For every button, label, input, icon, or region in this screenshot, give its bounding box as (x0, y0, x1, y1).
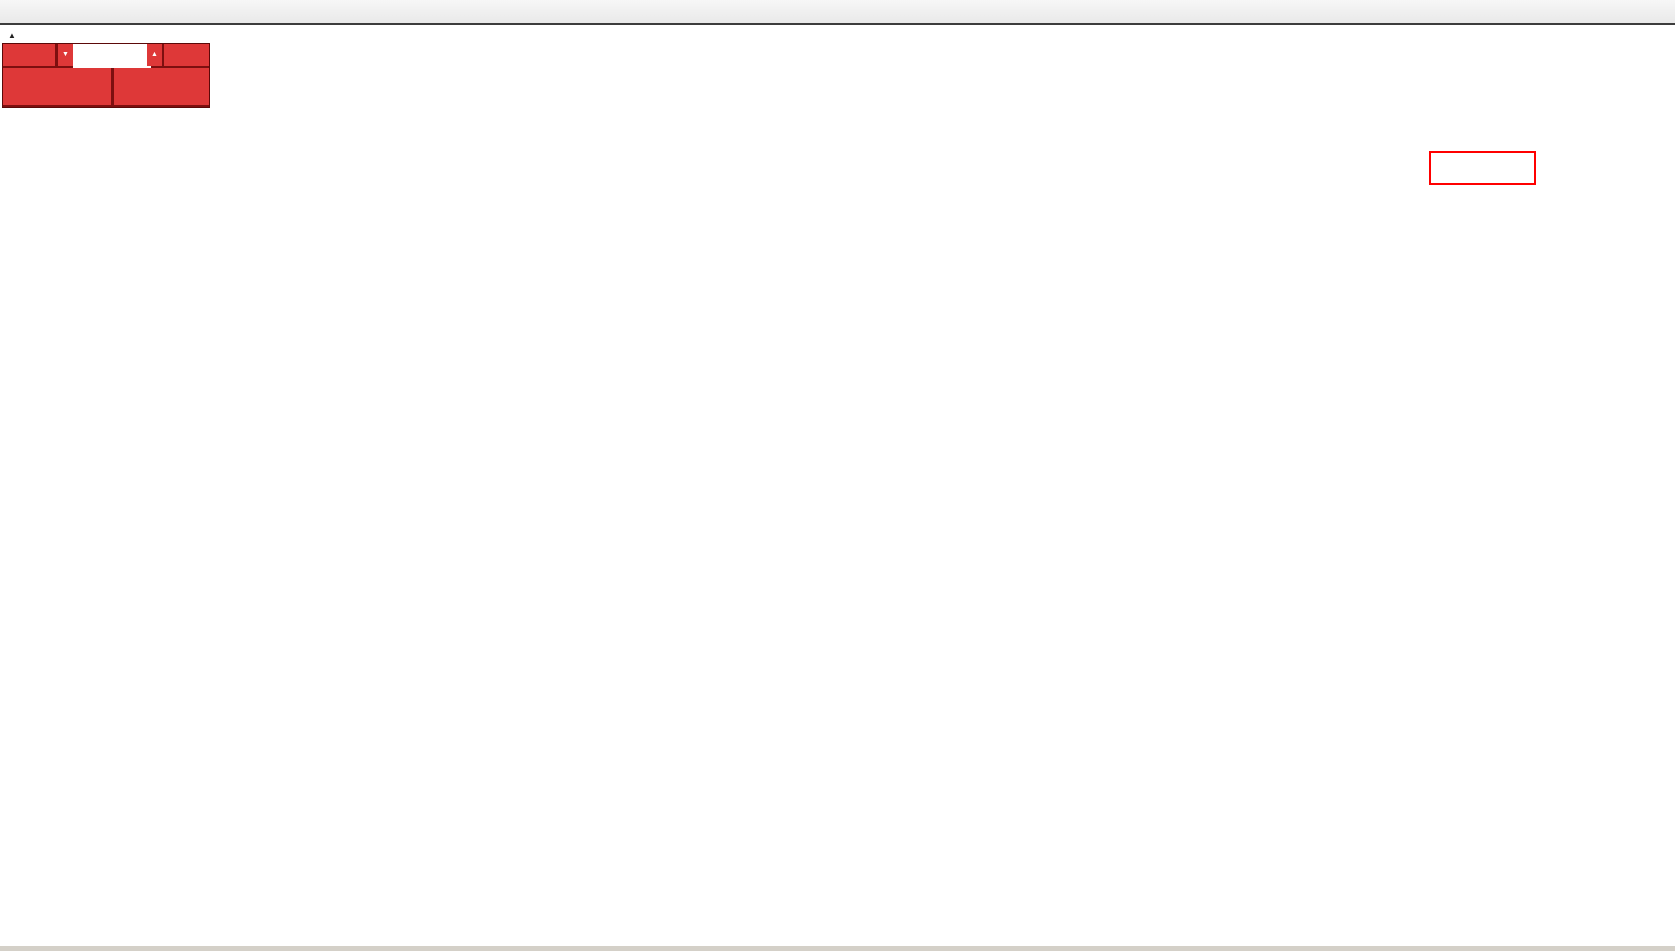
collapse-panel-arrow-icon[interactable]: ▲ (8, 31, 16, 40)
sell-button[interactable] (3, 44, 55, 66)
volume-increase-button[interactable]: ▲ (147, 44, 162, 66)
status-strip (0, 946, 1675, 951)
volume-input[interactable] (73, 44, 151, 68)
one-click-trading-panel: ▼ ▲ (3, 44, 209, 107)
main-toolbar (0, 0, 1675, 25)
chart-quote-header: ▲ (8, 31, 21, 40)
bid-price-button[interactable] (3, 68, 111, 105)
price-annotation-tag[interactable] (1429, 151, 1536, 185)
ask-price-button[interactable] (114, 68, 209, 105)
buy-button[interactable] (164, 44, 209, 66)
volume-decrease-button[interactable]: ▼ (58, 44, 73, 66)
chart-area[interactable] (0, 27, 1675, 951)
